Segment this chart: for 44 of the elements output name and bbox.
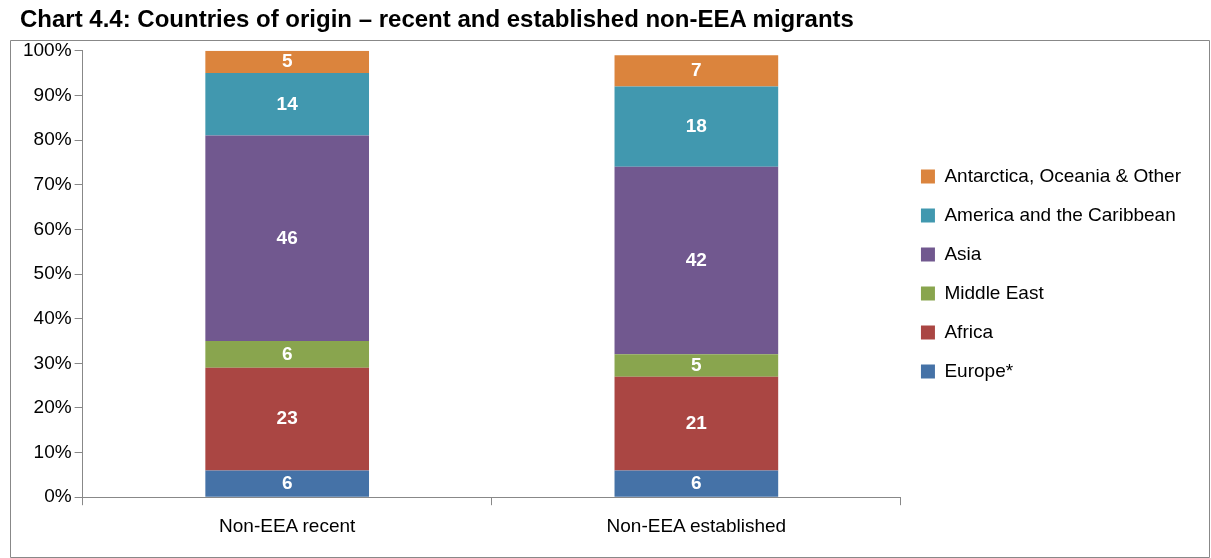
data-label: 6: [691, 471, 702, 493]
x-tick-label: Non-EEA established: [606, 514, 787, 536]
data-label: 18: [685, 114, 707, 136]
bar: [614, 166, 779, 355]
chart-title: Chart 4.4: Countries of origin – recent and established non-EEA migrants: [20, 5, 854, 33]
bar: [205, 470, 370, 497]
bar: [614, 376, 779, 471]
data-label: 5: [281, 50, 293, 72]
bar: [614, 55, 779, 87]
legend-label: Europe*: [944, 359, 1014, 381]
bar: [614, 86, 779, 167]
legend-label: Middle East: [944, 281, 1045, 303]
data-label: 5: [691, 353, 703, 375]
legend-label: Africa: [944, 320, 994, 342]
y-tick-label: 10%: [33, 440, 72, 462]
y-tick-label: 0%: [44, 485, 72, 507]
y-tick-label: 70%: [33, 172, 72, 194]
y-tick-label: 50%: [33, 262, 72, 284]
y-tick-label: 60%: [33, 217, 72, 239]
data-label: 14: [276, 92, 299, 114]
x-tick-label: Non-EEA recent: [219, 514, 357, 536]
bar: [205, 367, 370, 471]
y-tick-label: 20%: [33, 396, 72, 418]
data-label: 21: [685, 411, 708, 433]
y-tick-label: 30%: [33, 351, 72, 373]
y-tick-label: 90%: [33, 83, 72, 105]
data-label: 46: [276, 226, 298, 248]
bar: [205, 340, 370, 368]
bar: [205, 135, 370, 341]
y-tick-label: 40%: [33, 306, 72, 328]
data-label: 23: [276, 407, 298, 429]
bar: [205, 73, 370, 136]
y-tick-label: 80%: [33, 128, 72, 150]
legend-label: America and the Caribbean: [944, 203, 1176, 225]
data-label: 7: [691, 59, 702, 81]
bar: [205, 50, 370, 74]
bar: [614, 470, 779, 497]
data-label: 6: [281, 342, 293, 364]
y-tick-label: 100%: [22, 39, 72, 61]
legend-label: Antarctica, Oceania & Other: [944, 164, 1182, 186]
data-label: 42: [685, 248, 707, 270]
bar: [614, 354, 779, 377]
legend-label: Asia: [944, 242, 982, 264]
data-label: 6: [281, 471, 293, 493]
